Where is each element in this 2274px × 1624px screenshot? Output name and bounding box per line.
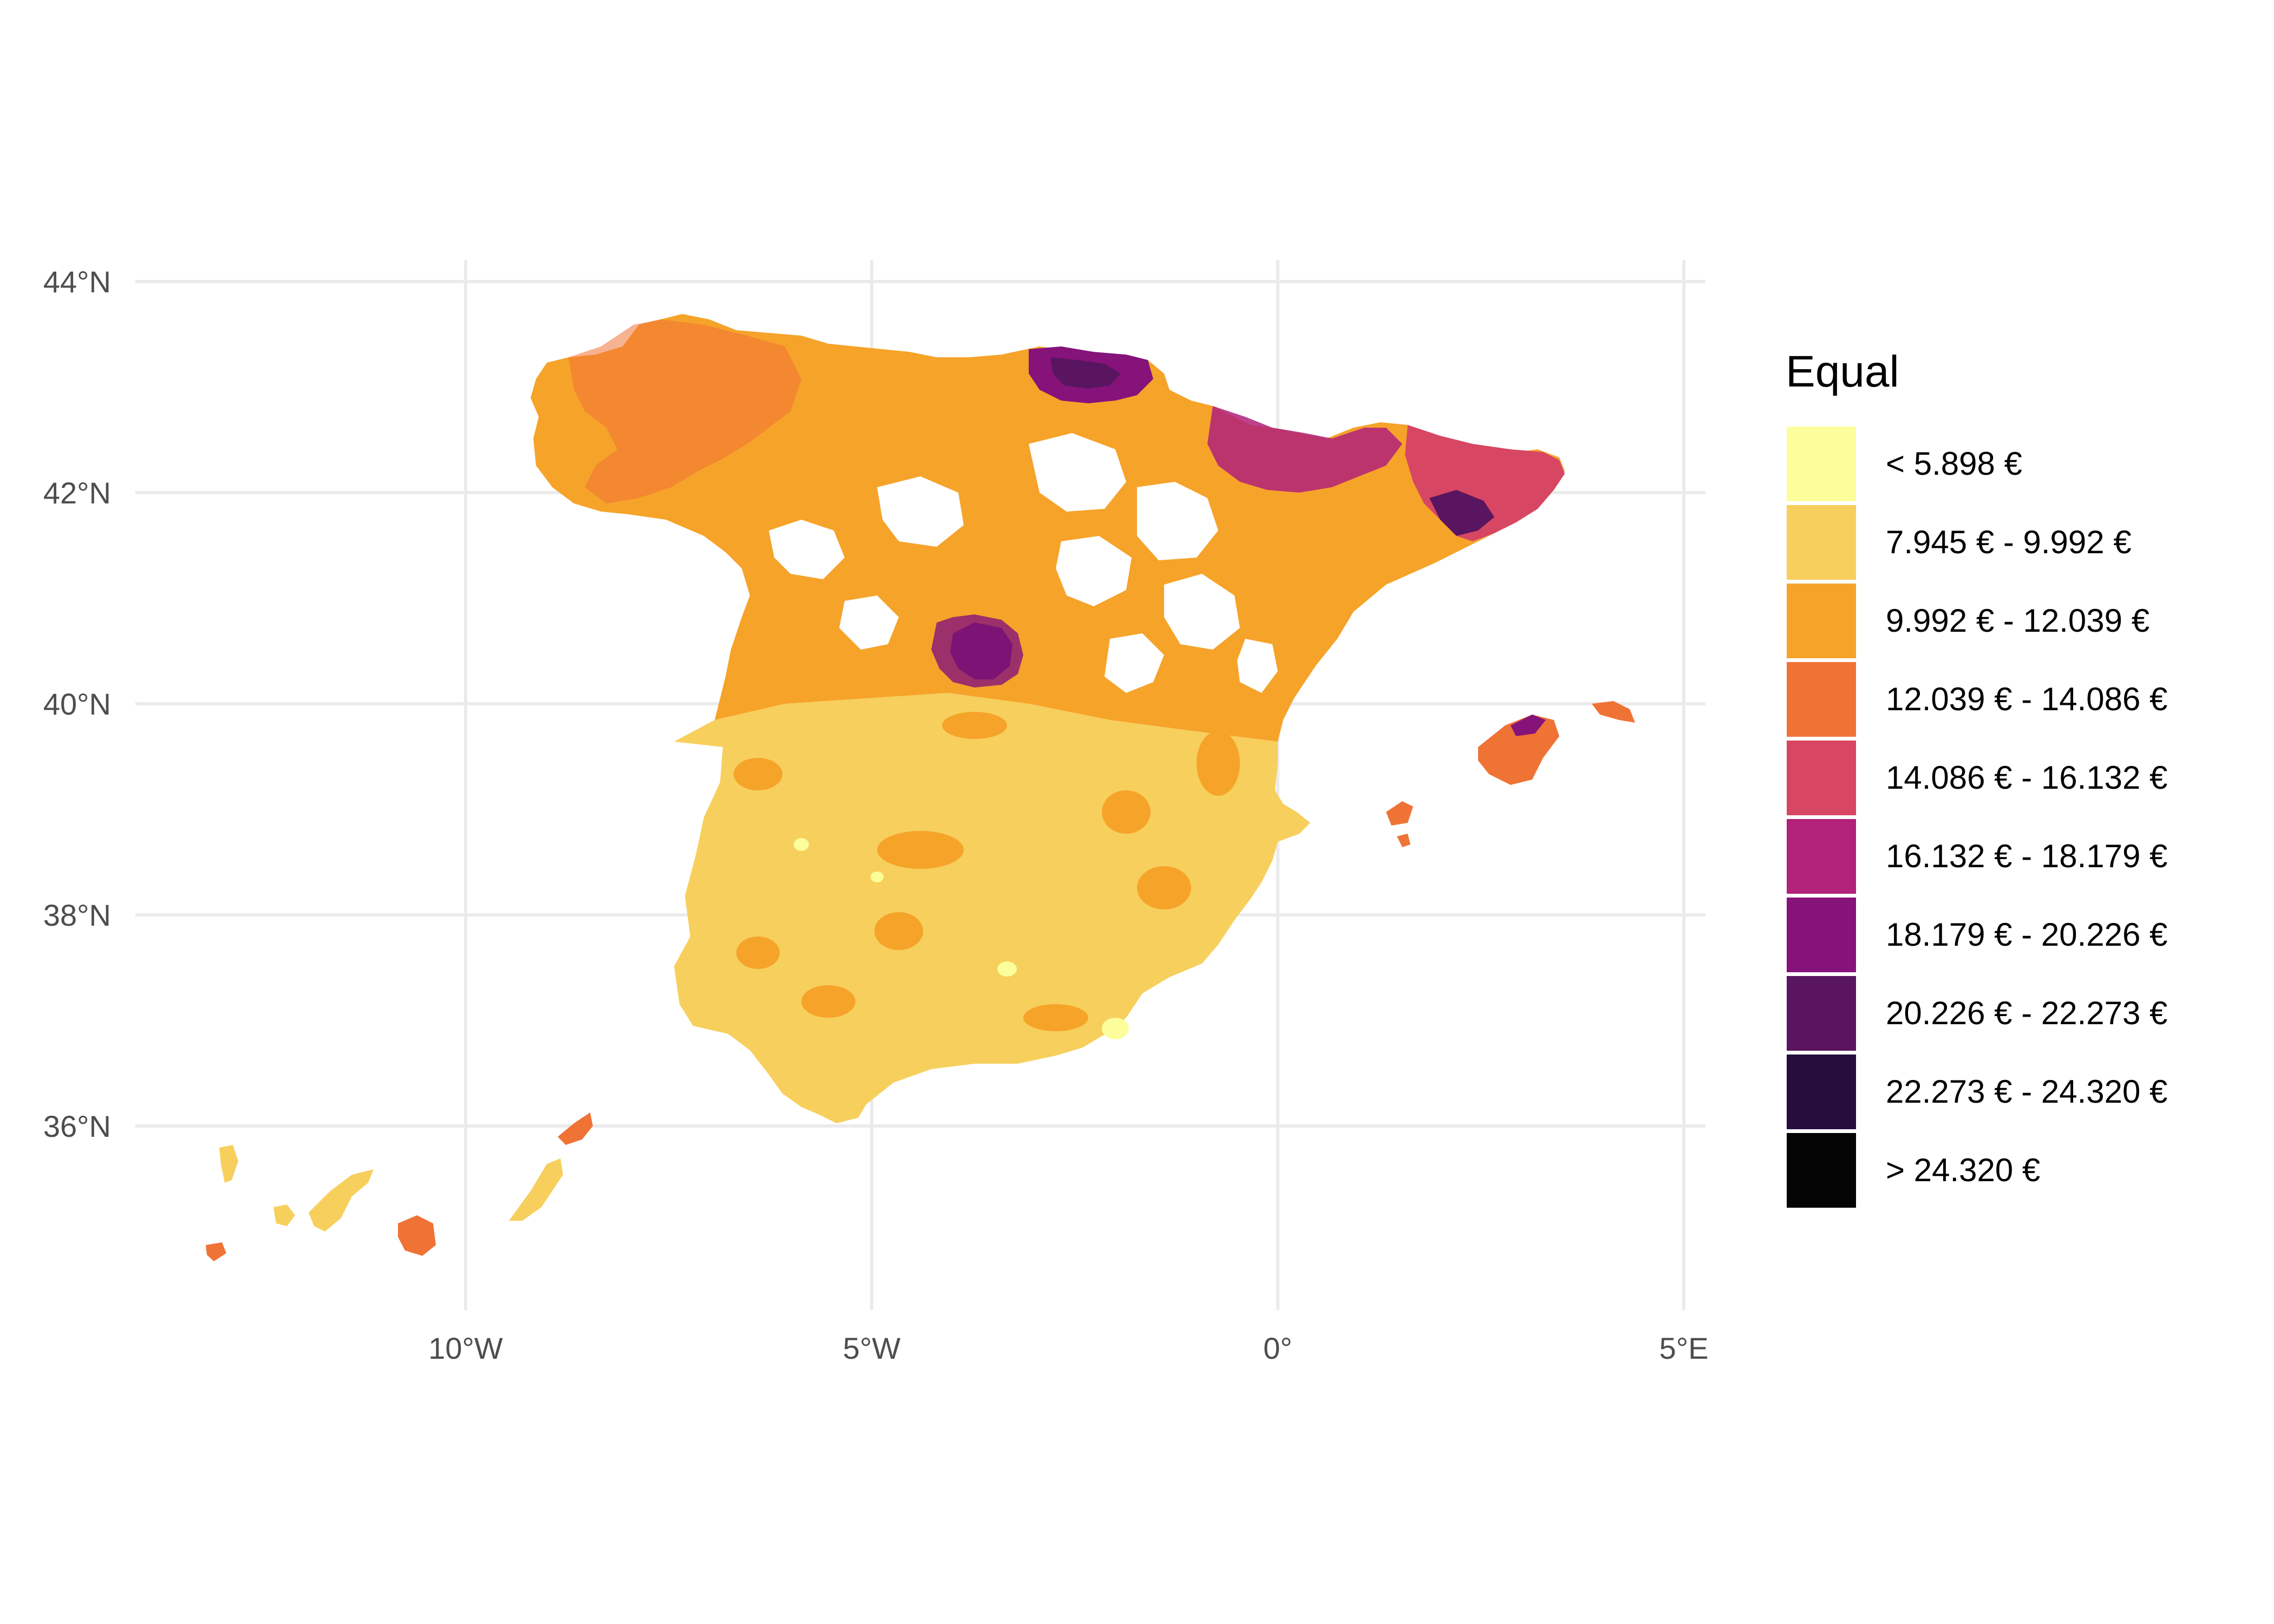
legend-label: 16.132 € - 18.179 € [1886, 838, 2168, 874]
legend-swatch [1787, 662, 1856, 737]
legend-label: 12.039 € - 14.086 € [1886, 681, 2168, 717]
lanzarote [558, 1112, 593, 1145]
basque-dark-core [1050, 357, 1121, 389]
legend-item: 22.273 € - 24.320 € [1781, 1052, 2269, 1131]
legend-swatch [1787, 426, 1856, 501]
tenerife [309, 1169, 374, 1232]
latitude-tick-label: 44°N [43, 265, 111, 299]
legend-items: < 5.898 € 7.945 € - 9.992 € 9.992 € - 12.0… [1781, 424, 2269, 1209]
legend-label: < 5.898 € [1886, 446, 2022, 482]
formentera [1397, 834, 1410, 847]
legend-swatch [1787, 583, 1856, 658]
mallorca-northwest [1511, 715, 1546, 736]
legend-label: 9.992 € - 12.039 € [1886, 603, 2150, 639]
legend-title: Equal [1786, 347, 1899, 396]
legend-item: 20.226 € - 22.273 € [1781, 974, 2269, 1052]
legend-label: > 24.320 € [1886, 1152, 2041, 1188]
ibiza [1386, 801, 1413, 826]
fuerteventura [509, 1158, 563, 1221]
legend-item: 7.945 € - 9.992 € [1781, 503, 2269, 581]
legend-item: 18.179 € - 20.226 € [1781, 895, 2269, 974]
legend-item: < 5.898 € [1781, 424, 2269, 503]
longitude-tick-label: 10°W [428, 1331, 503, 1365]
barcelona-area [1429, 490, 1494, 536]
legend-item: 14.086 € - 16.132 € [1781, 738, 2269, 817]
latitude-tick-label: 40°N [43, 687, 111, 721]
latitude-tick-label: 36°N [43, 1109, 111, 1143]
legend: Equal < 5.898 € 7.945 € - 9.992 € 9.992 € … [1781, 346, 2269, 1209]
spain-municipalities-map [206, 314, 1635, 1261]
northeast-purple-band [1207, 406, 1402, 493]
legend-item: 12.039 € - 14.086 € [1781, 660, 2269, 738]
la-gomera [273, 1204, 295, 1226]
mainland-north-region [531, 314, 1565, 742]
legend-swatch [1787, 1132, 1856, 1208]
menorca [1592, 701, 1635, 723]
legend-label: 22.273 € - 24.320 € [1886, 1073, 2168, 1110]
madrid-outer-ring [931, 614, 1023, 687]
legend-swatch [1787, 1054, 1856, 1129]
northwest-region [568, 319, 801, 503]
la-palma [219, 1145, 238, 1183]
legend-label: 18.179 € - 20.226 € [1886, 916, 2168, 953]
legend-swatch [1787, 897, 1856, 972]
legend-swatch [1787, 740, 1856, 815]
longitude-tick-label: 5°E [1659, 1331, 1709, 1365]
legend-label: 20.226 € - 22.273 € [1886, 995, 2168, 1031]
legend-swatch [1787, 505, 1856, 580]
legend-label: 14.086 € - 16.132 € [1886, 759, 2168, 796]
southern-patches [734, 712, 1240, 1031]
longitude-tick-label: 0° [1263, 1331, 1292, 1365]
el-hierro [206, 1242, 226, 1261]
legend-label: 7.945 € - 9.992 € [1886, 524, 2132, 560]
gran-canaria [398, 1215, 436, 1256]
latitude-tick-label: 42°N [43, 476, 111, 510]
legend-swatch [1787, 818, 1856, 894]
mallorca [1478, 715, 1559, 785]
legend-item: 16.132 € - 18.179 € [1781, 817, 2269, 895]
latitude-tick-label: 38°N [43, 898, 111, 932]
missing-data-gaps [769, 433, 1278, 693]
southern-low-patches [794, 838, 1129, 1039]
legend-item: > 24.320 € [1781, 1131, 2269, 1209]
longitude-tick-label: 5°W [843, 1331, 901, 1365]
legend-item: 9.992 € - 12.039 € [1781, 581, 2269, 660]
legend-swatch [1787, 975, 1856, 1051]
axis-labels: 10°W 5°W 0° 5°E 44°N 42°N 40°N 38°N 36°N [43, 265, 1709, 1365]
